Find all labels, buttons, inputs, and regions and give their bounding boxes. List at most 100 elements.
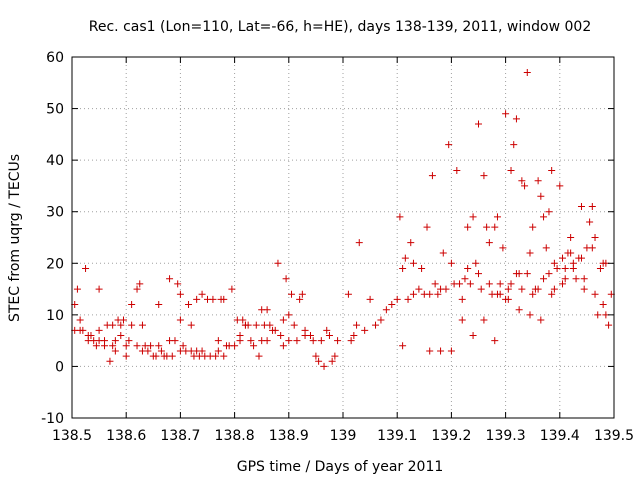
data-point bbox=[323, 326, 331, 334]
data-point bbox=[537, 316, 545, 324]
data-point bbox=[434, 290, 442, 298]
data-point bbox=[399, 342, 407, 350]
data-point bbox=[220, 295, 228, 303]
data-point bbox=[594, 311, 602, 319]
data-point bbox=[312, 352, 320, 360]
data-point bbox=[73, 285, 81, 293]
data-point bbox=[76, 316, 84, 324]
data-point bbox=[401, 254, 409, 262]
data-point bbox=[428, 172, 436, 180]
y-tick-label: 0 bbox=[55, 359, 64, 375]
data-point bbox=[526, 311, 534, 319]
x-tick-label: 139 bbox=[330, 428, 357, 444]
x-tick-label: 139.3 bbox=[486, 428, 526, 444]
data-point bbox=[320, 362, 328, 370]
data-point bbox=[271, 326, 279, 334]
data-point bbox=[258, 337, 266, 345]
data-point bbox=[382, 306, 390, 314]
x-tick-label: 139.2 bbox=[431, 428, 471, 444]
data-point bbox=[540, 275, 548, 283]
chart-title: Rec. cas1 (Lon=110, Lat=-66, h=HE), days… bbox=[89, 19, 591, 35]
data-point bbox=[350, 331, 358, 339]
x-tick-label: 138.7 bbox=[160, 428, 200, 444]
data-point bbox=[542, 244, 550, 252]
data-point bbox=[466, 280, 474, 288]
data-point bbox=[445, 141, 453, 149]
data-point bbox=[255, 352, 263, 360]
data-point bbox=[155, 301, 163, 309]
data-point bbox=[456, 280, 464, 288]
data-point bbox=[301, 331, 309, 339]
data-point bbox=[407, 239, 415, 247]
data-point bbox=[518, 285, 526, 293]
data-point bbox=[399, 264, 407, 272]
data-point bbox=[504, 295, 512, 303]
data-point bbox=[279, 316, 287, 324]
data-point bbox=[315, 357, 323, 365]
data-point bbox=[447, 347, 455, 355]
data-point bbox=[377, 316, 385, 324]
data-point bbox=[493, 213, 501, 221]
data-point bbox=[491, 337, 499, 345]
data-point bbox=[133, 285, 141, 293]
data-point bbox=[499, 244, 507, 252]
data-point bbox=[176, 290, 184, 298]
data-point bbox=[220, 352, 228, 360]
data-point bbox=[396, 213, 404, 221]
data-point bbox=[556, 182, 564, 190]
data-point bbox=[502, 110, 510, 118]
x-tick-labels: 138.5 138.6 138.7 138.8 138.9 139 139.1 139.2 13… bbox=[52, 428, 634, 444]
data-point bbox=[569, 264, 577, 272]
data-point bbox=[567, 249, 575, 257]
data-point bbox=[353, 321, 361, 329]
data-point bbox=[298, 290, 306, 298]
data-point bbox=[277, 331, 285, 339]
data-point bbox=[548, 290, 556, 298]
data-point bbox=[252, 321, 260, 329]
data-point bbox=[282, 275, 290, 283]
data-point bbox=[409, 290, 417, 298]
data-point bbox=[567, 234, 575, 241]
data-point bbox=[334, 337, 342, 345]
data-point bbox=[355, 239, 363, 247]
data-point bbox=[534, 177, 542, 185]
data-point bbox=[187, 321, 195, 329]
data-point bbox=[372, 321, 380, 329]
data-point bbox=[152, 352, 160, 360]
y-tick-label: 30 bbox=[46, 205, 64, 221]
data-point bbox=[523, 270, 531, 278]
data-point bbox=[580, 285, 588, 293]
y-tick-label: 50 bbox=[46, 102, 64, 118]
data-point bbox=[344, 290, 352, 298]
data-point bbox=[155, 342, 163, 350]
data-point bbox=[144, 347, 152, 355]
data-point bbox=[209, 295, 217, 303]
data-point bbox=[480, 172, 488, 180]
data-point bbox=[122, 352, 130, 360]
data-point bbox=[214, 337, 222, 345]
data-point bbox=[174, 280, 182, 288]
data-point bbox=[526, 249, 534, 257]
y-axis-label: STEC from uqrg / TECUs bbox=[7, 154, 23, 322]
data-point bbox=[325, 331, 333, 339]
data-point bbox=[591, 290, 599, 298]
data-point bbox=[250, 342, 258, 350]
data-point bbox=[87, 331, 95, 339]
data-point bbox=[577, 254, 585, 262]
data-point bbox=[515, 306, 523, 314]
data-point bbox=[550, 285, 558, 293]
data-point bbox=[106, 357, 114, 365]
data-point bbox=[550, 259, 558, 267]
x-tick-label: 138.9 bbox=[269, 428, 309, 444]
data-point bbox=[485, 280, 493, 288]
data-point bbox=[548, 166, 556, 174]
y-tick-label: 40 bbox=[46, 153, 64, 169]
data-point bbox=[540, 213, 548, 221]
data-point bbox=[263, 306, 271, 314]
data-point bbox=[588, 203, 596, 211]
data-point bbox=[109, 321, 117, 329]
data-point bbox=[296, 295, 304, 303]
data-point bbox=[111, 347, 119, 355]
data-point bbox=[507, 280, 515, 288]
